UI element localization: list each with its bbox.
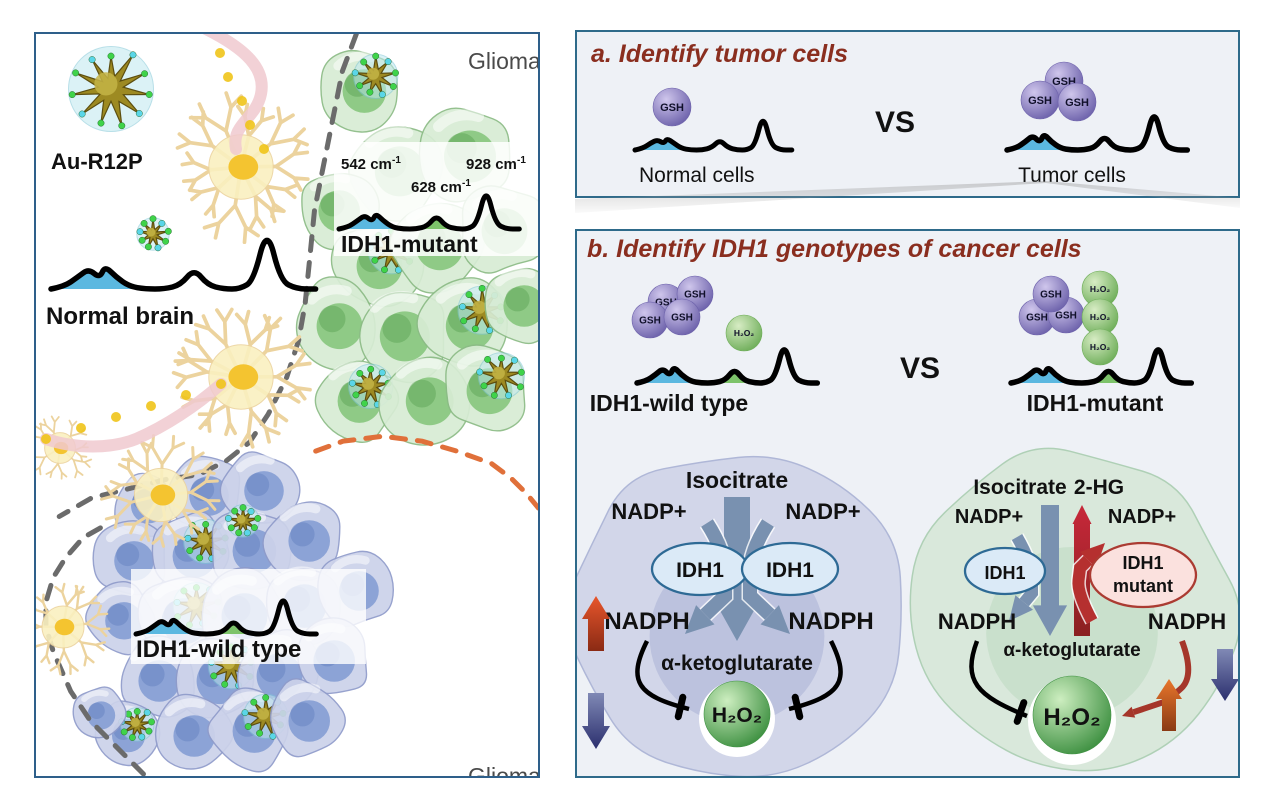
svg-text:GSH: GSH — [671, 313, 693, 324]
svg-text:NADP+: NADP+ — [611, 499, 686, 524]
svg-text:GSH: GSH — [1040, 290, 1062, 301]
svg-text:NADPH: NADPH — [604, 608, 689, 635]
svg-text:-1: -1 — [392, 155, 401, 166]
svg-text:a. Identify tumor cells: a. Identify tumor cells — [591, 40, 848, 68]
svg-text:H₂O₂: H₂O₂ — [1090, 312, 1111, 322]
svg-text:542 cm: 542 cm — [341, 156, 392, 173]
svg-text:NADP+: NADP+ — [1108, 506, 1176, 528]
svg-text:VS: VS — [875, 106, 915, 139]
svg-text:GSH: GSH — [684, 290, 706, 301]
svg-text:mutant: mutant — [1113, 576, 1173, 596]
svg-text:Au-R12P: Au-R12P — [51, 149, 143, 174]
svg-text:NADP+: NADP+ — [955, 506, 1023, 528]
svg-text:b. Identify IDH1 genotypes of: b. Identify IDH1 genotypes of cancer cel… — [587, 235, 1082, 263]
svg-text:IDH1-wild type: IDH1-wild type — [136, 636, 301, 663]
svg-text:H₂O₂: H₂O₂ — [1090, 342, 1111, 352]
svg-text:IDH1-mutant: IDH1-mutant — [1027, 390, 1164, 416]
svg-text:2-HG: 2-HG — [1074, 476, 1124, 499]
svg-text:GSH: GSH — [1065, 97, 1089, 109]
svg-text:Glioma: Glioma — [468, 48, 540, 74]
svg-text:GSH: GSH — [1026, 313, 1048, 324]
svg-text:Isocitrate: Isocitrate — [973, 476, 1066, 499]
svg-text:-1: -1 — [517, 155, 526, 166]
svg-text:GSH: GSH — [639, 316, 661, 327]
svg-text:IDH1: IDH1 — [766, 559, 814, 582]
svg-text:H₂O₂: H₂O₂ — [1043, 704, 1100, 731]
svg-text:NADPH: NADPH — [788, 608, 873, 635]
svg-text:IDH1-mutant: IDH1-mutant — [341, 231, 478, 257]
svg-text:α-ketoglutarate: α-ketoglutarate — [661, 652, 813, 675]
svg-text:Isocitrate: Isocitrate — [686, 467, 788, 493]
svg-text:VS: VS — [900, 352, 940, 385]
svg-text:IDH1-wild type: IDH1-wild type — [590, 390, 748, 416]
svg-text:NADPH: NADPH — [1148, 609, 1226, 634]
svg-text:Normal cells: Normal cells — [639, 164, 755, 187]
svg-text:IDH1: IDH1 — [984, 563, 1025, 583]
svg-text:628 cm: 628 cm — [411, 179, 462, 196]
svg-text:Normal brain: Normal brain — [46, 303, 194, 330]
svg-text:IDH1: IDH1 — [1122, 553, 1163, 573]
svg-text:GSH: GSH — [1055, 311, 1077, 322]
svg-text:H₂O₂: H₂O₂ — [712, 704, 762, 727]
svg-text:928 cm: 928 cm — [466, 156, 517, 173]
svg-text:NADP+: NADP+ — [785, 499, 860, 524]
svg-text:-1: -1 — [462, 178, 471, 189]
svg-text:Glioma: Glioma — [468, 763, 540, 778]
svg-text:GSH: GSH — [660, 102, 684, 114]
svg-text:NADPH: NADPH — [938, 609, 1016, 634]
svg-text:H₂O₂: H₂O₂ — [1090, 284, 1111, 294]
svg-text:IDH1: IDH1 — [676, 559, 724, 582]
svg-text:Tumor cells: Tumor cells — [1018, 164, 1126, 187]
svg-text:H₂O₂: H₂O₂ — [734, 328, 755, 338]
svg-text:α-ketoglutarate: α-ketoglutarate — [1003, 640, 1140, 661]
svg-text:GSH: GSH — [1028, 95, 1052, 107]
